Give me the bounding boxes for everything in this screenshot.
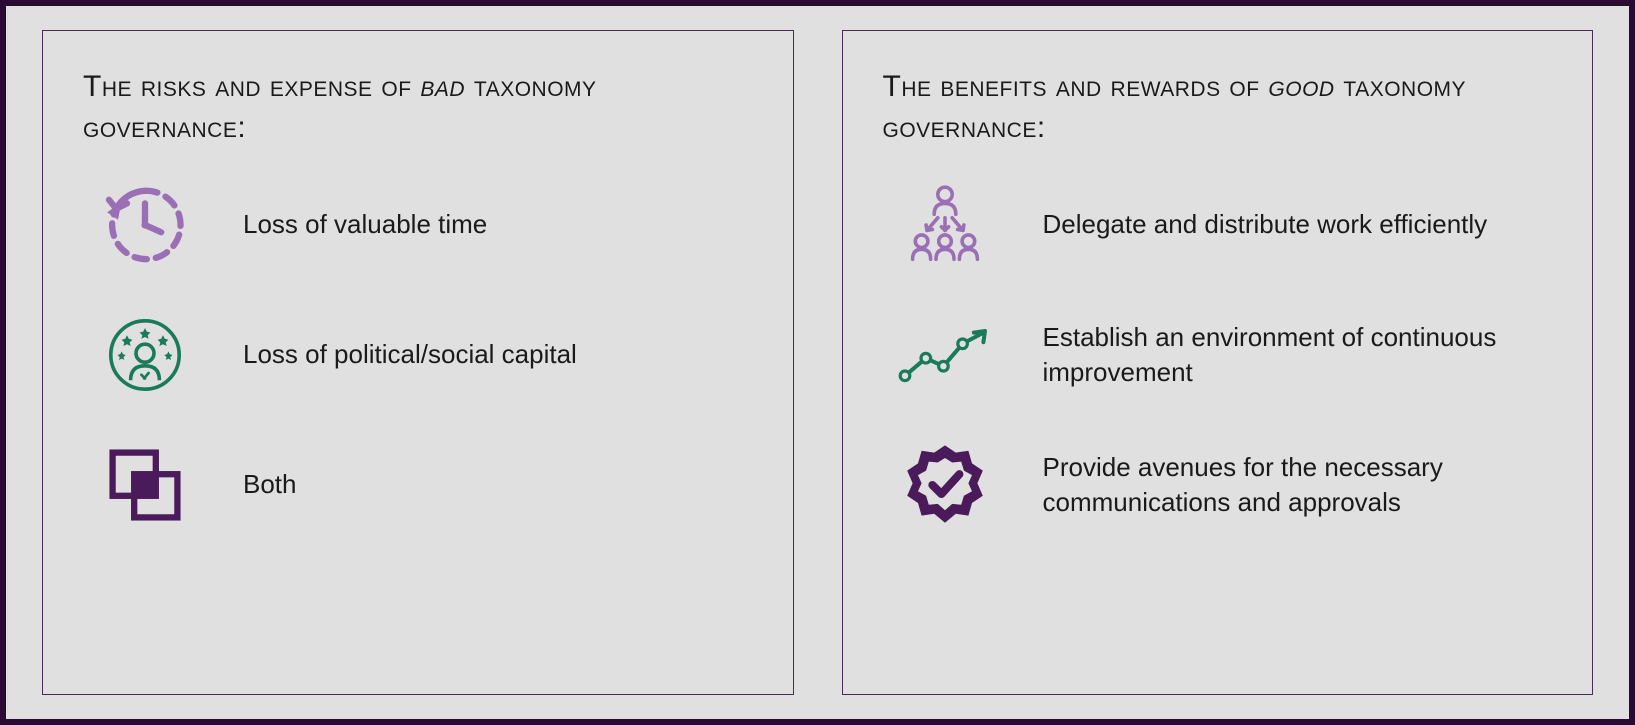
person-stars-icon [95, 310, 195, 400]
list-item: Both [95, 440, 753, 530]
list-item: Loss of political/social capital [95, 310, 753, 400]
title-em: bad [420, 70, 465, 103]
item-text: Loss of political/social capital [243, 337, 577, 372]
right-items: Delegate and distribute work efficiently [895, 180, 1553, 530]
title-em: good [1268, 70, 1334, 103]
list-item: Delegate and distribute work efficiently [895, 180, 1553, 270]
left-items: Loss of valuable time [95, 180, 753, 530]
list-item: Provide avenues for the necessary commun… [895, 440, 1553, 530]
overlap-squares-icon [95, 440, 195, 530]
right-panel-title: The benefits and rewards of good taxonom… [883, 67, 1553, 148]
title-pre: The benefits and rewards of [883, 70, 1269, 103]
title-pre: The risks and expense of [83, 70, 420, 103]
trend-up-icon [895, 310, 995, 400]
item-text: Loss of valuable time [243, 207, 487, 242]
list-item: Establish an environment of continuous i… [895, 310, 1553, 400]
item-text: Delegate and distribute work efficiently [1043, 207, 1488, 242]
left-panel: The risks and expense of bad taxonomy go… [42, 30, 794, 695]
left-panel-title: The risks and expense of bad taxonomy go… [83, 67, 753, 148]
right-panel: The benefits and rewards of good taxonom… [842, 30, 1594, 695]
list-item: Loss of valuable time [95, 180, 753, 270]
delegate-icon [895, 180, 995, 270]
item-text: Both [243, 467, 297, 502]
item-text: Establish an environment of continuous i… [1043, 320, 1553, 390]
item-text: Provide avenues for the necessary commun… [1043, 450, 1553, 520]
seal-check-icon [895, 440, 995, 530]
clock-back-icon [95, 180, 195, 270]
